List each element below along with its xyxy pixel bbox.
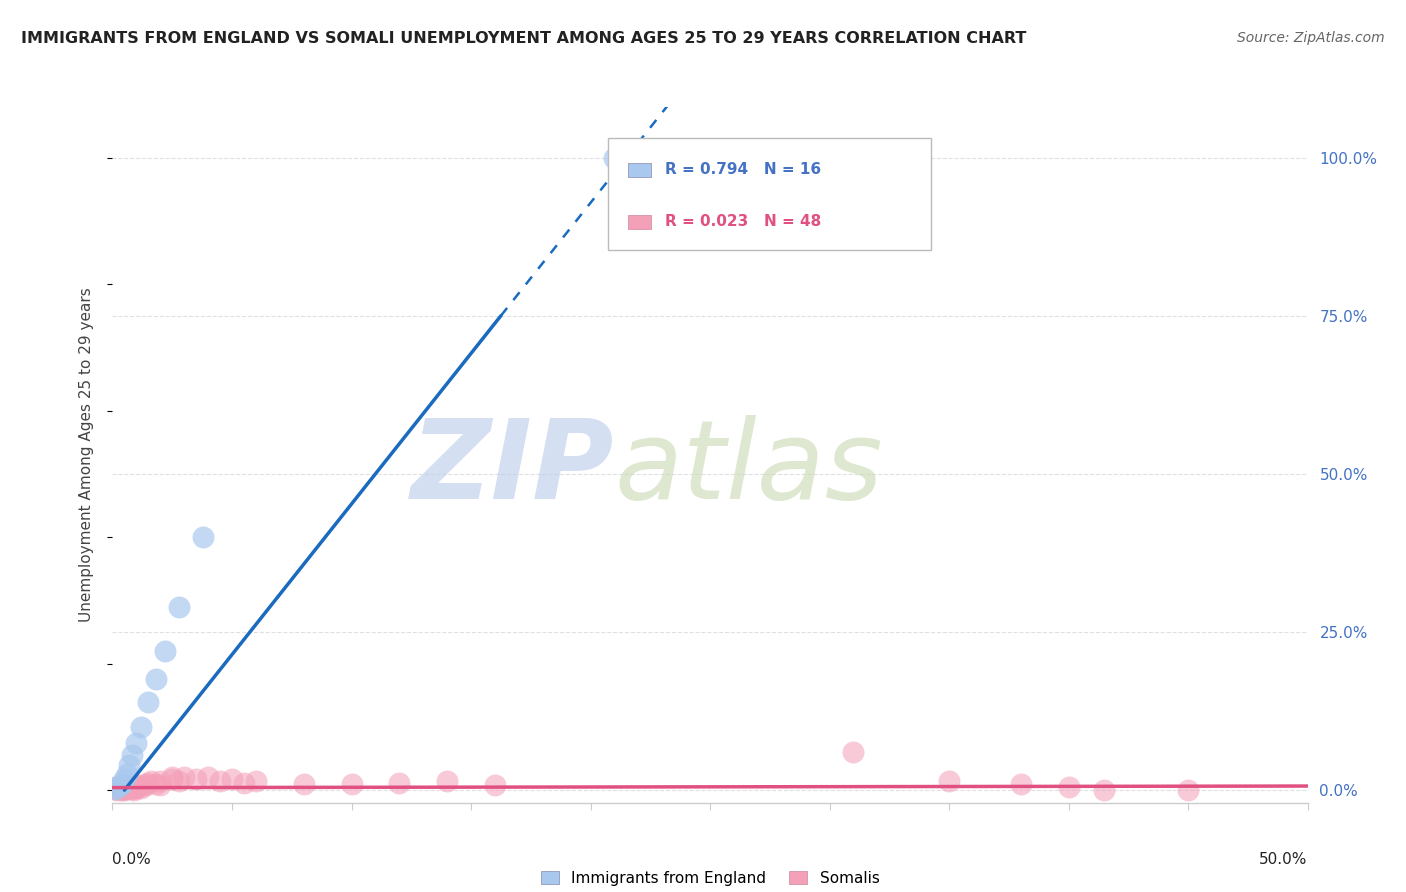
Point — [115, 780, 138, 794]
Point — [1057, 780, 1080, 794]
Point — [145, 777, 167, 791]
Point — [1177, 783, 1199, 797]
Point — [842, 745, 865, 759]
Text: Source: ZipAtlas.com: Source: ZipAtlas.com — [1237, 31, 1385, 45]
Point — [122, 782, 145, 797]
Point — [197, 771, 219, 785]
Point — [388, 775, 411, 789]
Text: atlas: atlas — [614, 416, 883, 523]
Point — [436, 773, 458, 788]
Point — [1092, 783, 1115, 797]
Point — [162, 772, 183, 786]
Point — [104, 780, 127, 794]
Point — [135, 778, 157, 792]
Point — [169, 773, 191, 788]
Text: IMMIGRANTS FROM ENGLAND VS SOMALI UNEMPLOYMENT AMONG AGES 25 TO 29 YEARS CORRELA: IMMIGRANTS FROM ENGLAND VS SOMALI UNEMPL… — [21, 31, 1026, 46]
Point — [193, 530, 215, 544]
Point — [105, 783, 128, 797]
Point — [153, 644, 176, 658]
Legend: Immigrants from England, Somalis: Immigrants from England, Somalis — [540, 871, 880, 886]
Point — [104, 781, 127, 796]
Point — [138, 775, 160, 789]
Point — [118, 781, 141, 796]
Point — [138, 695, 160, 709]
Point — [149, 778, 172, 792]
Point — [125, 778, 148, 792]
Text: R = 0.794   N = 16: R = 0.794 N = 16 — [665, 162, 821, 178]
Point — [169, 599, 191, 614]
Point — [114, 782, 135, 797]
Point — [125, 781, 148, 796]
Point — [114, 772, 135, 786]
Point — [139, 773, 162, 788]
Point — [111, 781, 134, 796]
FancyBboxPatch shape — [627, 215, 651, 229]
Point — [111, 777, 134, 791]
Point — [484, 778, 506, 792]
Point — [1010, 777, 1032, 791]
Point — [128, 780, 150, 794]
Point — [104, 781, 127, 796]
Point — [125, 736, 148, 750]
Point — [938, 773, 960, 788]
Point — [105, 780, 128, 794]
Text: 0.0%: 0.0% — [112, 852, 152, 866]
Point — [121, 780, 143, 795]
Point — [221, 772, 243, 786]
Point — [108, 780, 131, 794]
Point — [108, 778, 131, 792]
Point — [121, 748, 143, 763]
Text: ZIP: ZIP — [411, 416, 614, 523]
Point — [208, 773, 231, 788]
Point — [114, 780, 135, 795]
Point — [115, 781, 138, 796]
Y-axis label: Unemployment Among Ages 25 to 29 years: Unemployment Among Ages 25 to 29 years — [79, 287, 94, 623]
Point — [603, 151, 626, 165]
Point — [292, 777, 315, 791]
Point — [245, 773, 267, 788]
Point — [186, 772, 208, 786]
Point — [149, 774, 172, 789]
Point — [129, 780, 152, 795]
FancyBboxPatch shape — [627, 162, 651, 177]
Point — [115, 767, 138, 781]
Point — [173, 771, 195, 785]
Text: 50.0%: 50.0% — [1260, 852, 1308, 866]
Point — [108, 781, 131, 796]
Point — [145, 673, 167, 687]
Point — [105, 781, 128, 796]
Point — [118, 757, 141, 772]
Point — [232, 775, 256, 789]
Point — [129, 720, 152, 734]
Text: R = 0.023   N = 48: R = 0.023 N = 48 — [665, 214, 821, 229]
Point — [111, 783, 134, 797]
Point — [162, 771, 183, 785]
Point — [340, 777, 363, 791]
Point — [132, 777, 155, 791]
Point — [121, 781, 143, 796]
FancyBboxPatch shape — [609, 138, 931, 250]
